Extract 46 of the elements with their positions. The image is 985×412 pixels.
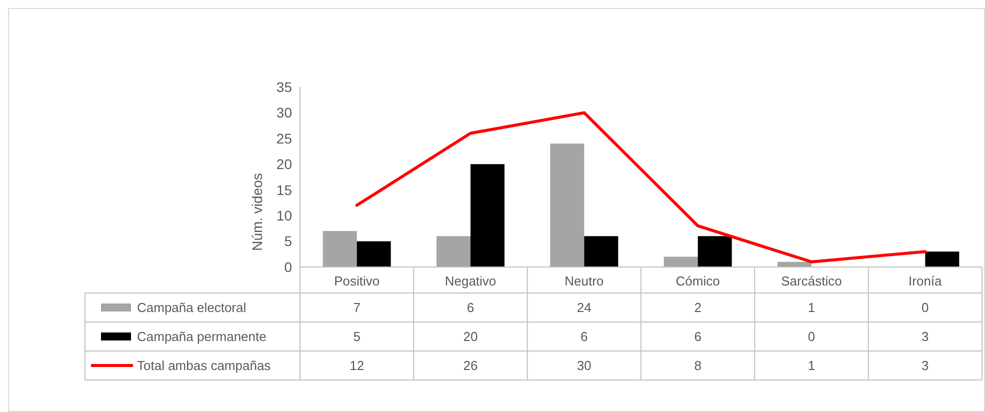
y-tick-label: 20 xyxy=(276,156,292,172)
x-tick-label: Sarcástico xyxy=(781,274,842,289)
data-label: 3 xyxy=(922,329,929,344)
line-series xyxy=(355,111,927,264)
data-label: 1 xyxy=(808,300,816,316)
x-tick-label: Positivo xyxy=(334,274,380,289)
data-label: 6 xyxy=(694,329,702,344)
data-label: 2 xyxy=(694,300,702,316)
data-label: 24 xyxy=(576,300,592,316)
x-tick-label: Ironía xyxy=(908,274,943,289)
bar xyxy=(436,236,470,267)
legend-label: Campaña electoral xyxy=(137,300,246,316)
y-tick-label: 25 xyxy=(276,130,292,146)
y-tick-label: 35 xyxy=(276,78,292,95)
bar xyxy=(925,252,960,267)
bar xyxy=(698,236,732,267)
data-label: 8 xyxy=(694,358,702,374)
data-label: 3 xyxy=(922,358,929,374)
x-tick-label: Neutro xyxy=(564,274,604,289)
data-label: 1 xyxy=(808,358,816,374)
bar xyxy=(356,241,391,267)
data-label: 26 xyxy=(463,358,478,374)
y-axis-title: Núm. videos xyxy=(249,173,265,251)
bar xyxy=(664,256,698,267)
x-tick-label: Negativo xyxy=(444,274,496,289)
data-label: 12 xyxy=(350,358,364,374)
bar xyxy=(322,231,357,267)
data-label: 0 xyxy=(808,329,816,344)
bar xyxy=(550,144,584,267)
data-label: 5 xyxy=(353,329,360,344)
y-tick-label: 30 xyxy=(276,104,292,121)
x-tick-label: Cómico xyxy=(676,274,720,289)
legend-label: Campaña permanente xyxy=(137,329,266,344)
data-label: 7 xyxy=(353,300,360,316)
data-label: 20 xyxy=(463,329,478,344)
bar xyxy=(470,164,504,267)
y-tick-label: 10 xyxy=(276,207,292,224)
y-tick-label: 15 xyxy=(276,182,292,198)
data-label: 30 xyxy=(576,358,592,374)
y-tick-label: 0 xyxy=(284,258,292,275)
legend-label: Total ambas campañas xyxy=(137,358,272,374)
y-tick-label: 5 xyxy=(284,233,292,250)
data-label: 6 xyxy=(466,300,474,316)
data-label: 0 xyxy=(922,300,929,316)
data-label: 6 xyxy=(580,329,588,344)
bar xyxy=(584,236,618,267)
